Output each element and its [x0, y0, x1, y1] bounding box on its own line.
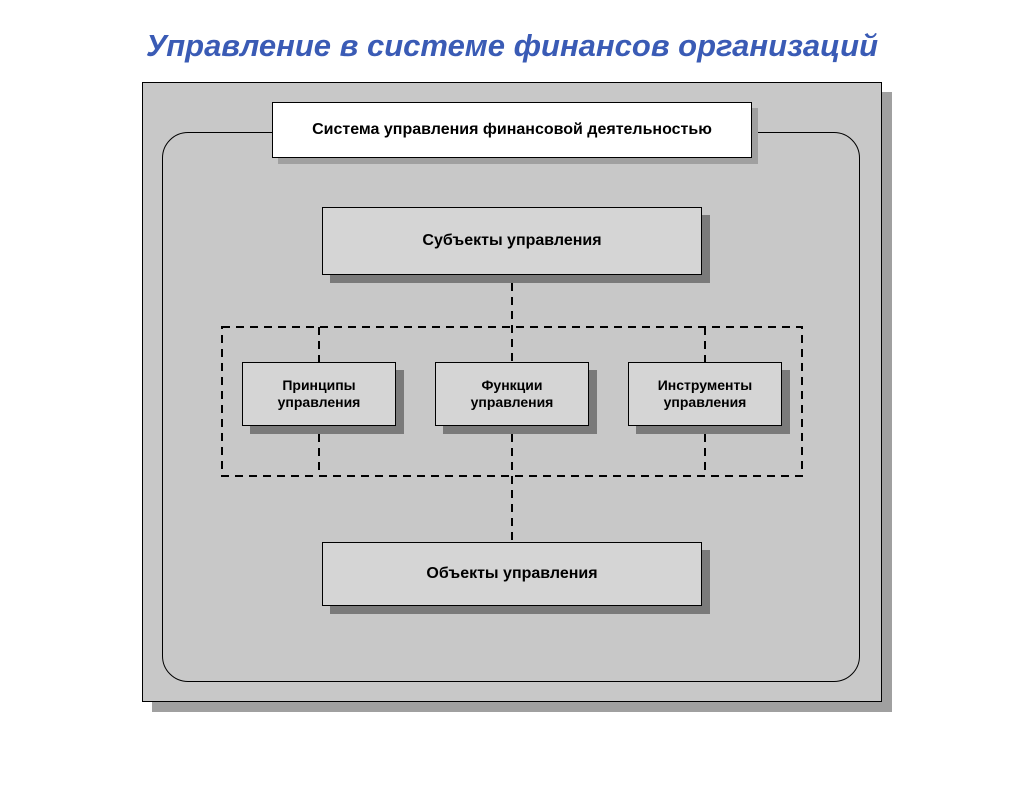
objects-wrap: Объекты управления: [322, 542, 702, 606]
instruments-wrap: Инструменты управления: [628, 362, 782, 426]
page-title: Управление в системе финансов организаци…: [0, 28, 1024, 64]
subjects-wrap: Субъекты управления: [322, 207, 702, 275]
functions-box: Функции управления: [435, 362, 589, 426]
principles-wrap: Принципы управления: [242, 362, 396, 426]
instruments-box: Инструменты управления: [628, 362, 782, 426]
header-box-wrap: Система управления финансовой деятельнос…: [272, 102, 752, 158]
header-box: Система управления финансовой деятельнос…: [272, 102, 752, 158]
subjects-box: Субъекты управления: [322, 207, 702, 275]
diagram-frame: Система управления финансовой деятельнос…: [142, 82, 882, 702]
functions-wrap: Функции управления: [435, 362, 589, 426]
principles-box: Принципы управления: [242, 362, 396, 426]
objects-box: Объекты управления: [322, 542, 702, 606]
